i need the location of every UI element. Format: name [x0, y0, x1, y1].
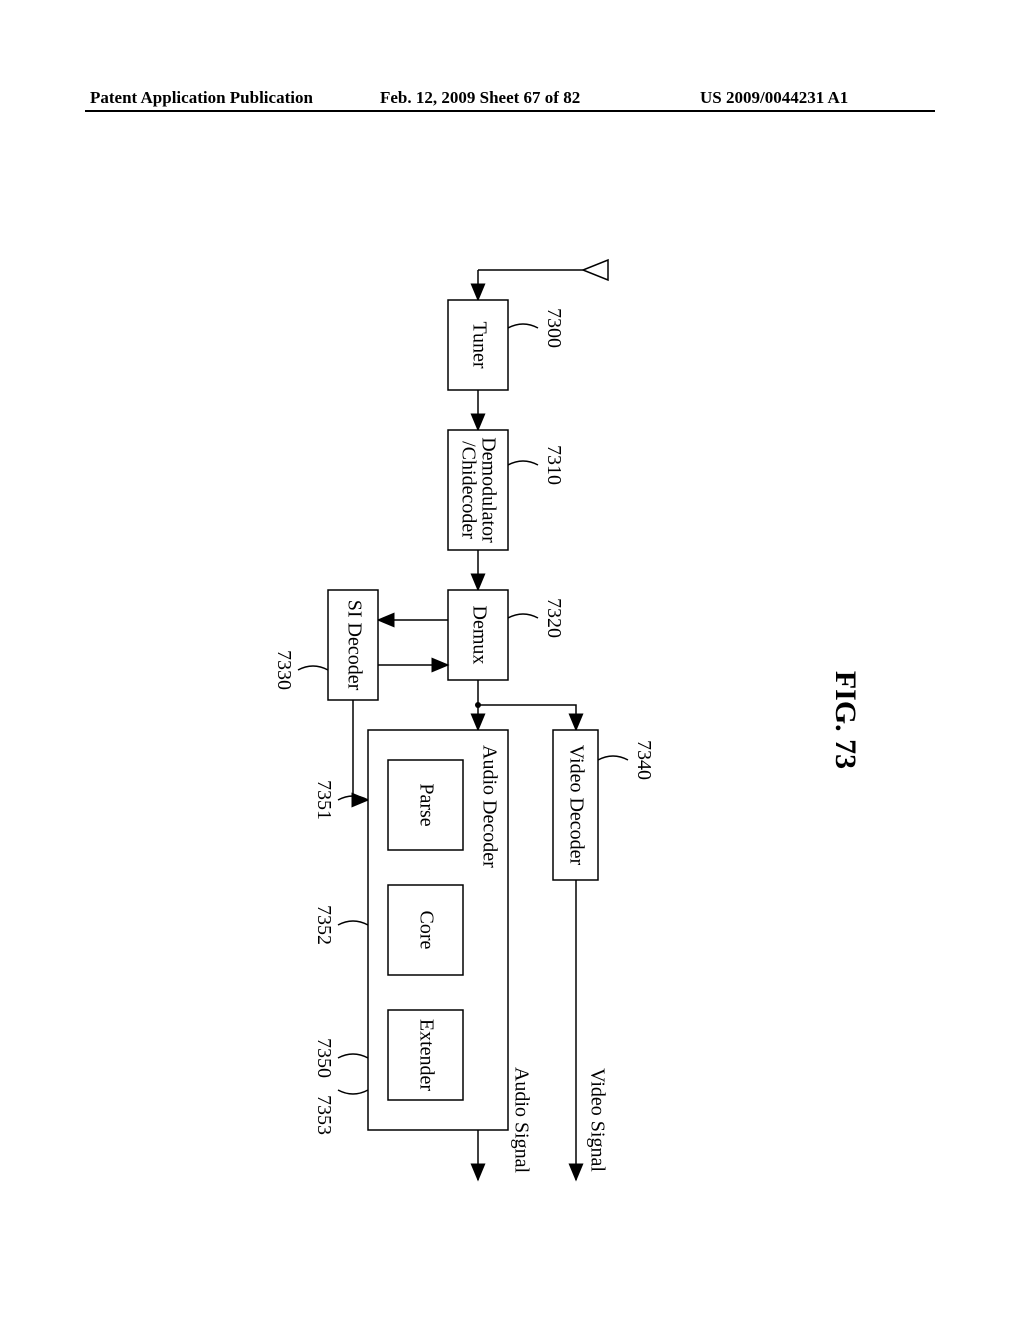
adec-label: Audio Decoder	[478, 745, 500, 868]
block-parse: Parse 7351	[313, 760, 463, 850]
block-si-decoder: SI Decoder 7330	[273, 590, 378, 700]
video-signal-label: Video Signal	[586, 1068, 608, 1172]
tuner-label: Tuner	[468, 321, 490, 368]
demod-num: 7310	[543, 445, 565, 485]
parse-label: Parse	[415, 783, 437, 826]
vdec-num: 7340	[633, 740, 655, 780]
demux-label: Demux	[468, 606, 490, 665]
header-rule	[85, 110, 935, 112]
tuner-num: 7300	[543, 308, 565, 348]
si-label: SI Decoder	[343, 600, 365, 691]
block-tuner: Tuner 7300	[448, 300, 565, 390]
block-video-decoder: Video Decoder 7340	[553, 730, 655, 880]
header-right: US 2009/0044231 A1	[700, 88, 848, 108]
demod-label1: Demodulator	[477, 437, 499, 543]
antenna-icon	[478, 260, 608, 300]
demod-label2: /Chidecoder	[457, 441, 479, 539]
si-num: 7330	[273, 650, 295, 690]
block-core: Core 7352	[313, 885, 463, 975]
adec-group-num: 7350	[313, 1038, 335, 1078]
block-diagram: Tuner 7300 Demodulator /Chidecoder 7310 …	[248, 220, 768, 1220]
figure-container: FIG. 73 Tuner 7300 Demodulator /Chidecod…	[162, 220, 862, 1220]
extender-label: Extender	[415, 1019, 437, 1092]
block-demod: Demodulator /Chidecoder 7310	[448, 430, 565, 550]
demux-num: 7320	[543, 598, 565, 638]
core-label: Core	[415, 911, 437, 950]
header-mid: Feb. 12, 2009 Sheet 67 of 82	[380, 88, 580, 108]
block-demux: Demux 7320	[448, 590, 565, 680]
vdec-label: Video Decoder	[565, 745, 587, 866]
header-left: Patent Application Publication	[90, 88, 313, 108]
audio-signal-label: Audio Signal	[510, 1067, 532, 1174]
parse-num: 7351	[313, 780, 335, 820]
core-num: 7352	[313, 905, 335, 945]
figure-title: FIG. 73	[828, 220, 862, 1220]
extender-num: 7353	[313, 1095, 335, 1135]
